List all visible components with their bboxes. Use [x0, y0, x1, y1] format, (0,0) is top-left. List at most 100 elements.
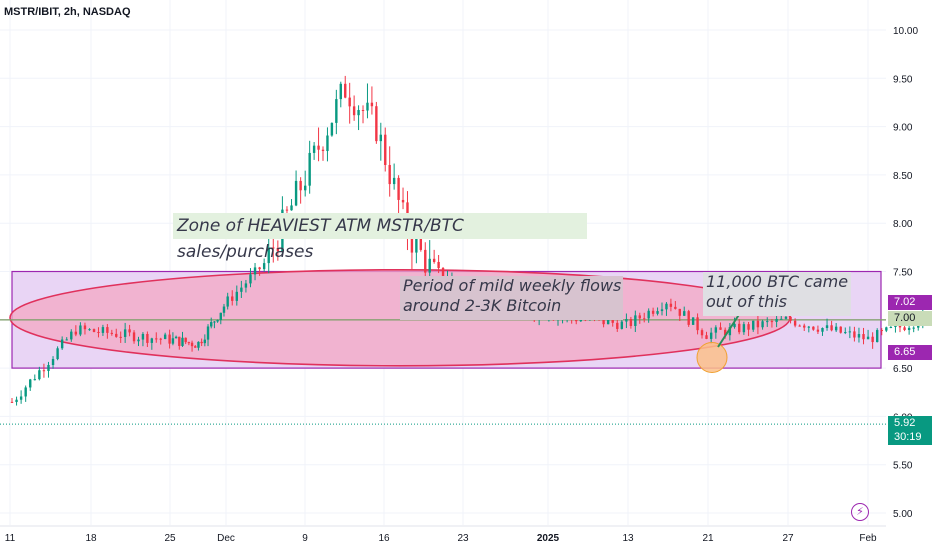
candle-body	[56, 348, 59, 360]
y-tick-label: 8.50	[893, 171, 913, 182]
candle-body	[15, 399, 18, 403]
candle-body	[137, 339, 140, 342]
candle-body	[401, 199, 405, 203]
candle-body	[616, 322, 619, 329]
candle-body	[752, 320, 755, 330]
candle-body	[119, 336, 122, 338]
x-tick-label: 9	[302, 533, 308, 544]
candle-body	[669, 303, 673, 307]
candle-body	[159, 338, 162, 340]
candle-body	[219, 312, 222, 321]
candle-body	[834, 326, 838, 331]
candle-body	[308, 152, 311, 186]
candle-body	[862, 334, 865, 340]
candle-body	[285, 209, 289, 211]
x-tick-label: 11	[5, 533, 16, 544]
candle-body	[141, 333, 145, 340]
candle-body	[696, 317, 699, 331]
candle-body	[903, 327, 906, 331]
candle-body	[29, 379, 32, 388]
candle-body	[415, 238, 418, 253]
candle-body	[714, 327, 718, 333]
candle-body	[885, 327, 888, 331]
candle-body	[723, 329, 727, 336]
candle-body	[816, 329, 820, 332]
y-tick-label: 5.00	[893, 509, 913, 520]
candle-body	[187, 342, 191, 344]
candle-body	[678, 308, 681, 316]
period-label: Period of mild weekly flows around 2-3K …	[400, 276, 623, 320]
candle-body	[839, 326, 842, 333]
candle-body	[335, 99, 338, 123]
candle-body	[352, 106, 356, 116]
last-price-tag: 5.92	[888, 416, 932, 431]
candle-body	[210, 322, 213, 327]
price-axis: 10.009.509.008.508.007.507.006.506.005.5…	[893, 26, 918, 520]
candle-body	[821, 328, 824, 332]
btc-label-line1: 11,000 BTC came	[706, 272, 849, 291]
symbol-title: MSTR/IBIT, 2h, NASDAQ	[4, 6, 131, 18]
candle-body	[197, 341, 200, 348]
candle-body	[366, 102, 369, 111]
candle-body	[262, 263, 266, 270]
y-tick-label: 6.50	[893, 364, 913, 375]
x-tick-label: 18	[85, 533, 97, 544]
candle-body	[665, 303, 668, 310]
candle-body	[432, 258, 436, 262]
candle-body	[267, 247, 270, 264]
candle-body	[579, 319, 582, 322]
candle-body	[304, 185, 307, 191]
candle-body	[602, 318, 605, 325]
candle-body	[876, 330, 879, 343]
lightning-bolt-icon[interactable]: ⚡	[851, 503, 869, 521]
x-tick-label: 2025	[537, 533, 560, 544]
candle-body	[651, 310, 655, 314]
candle-body	[132, 332, 136, 342]
candle-body	[848, 331, 852, 333]
candle-body	[825, 325, 829, 329]
candle-body	[756, 320, 760, 328]
candle-body	[83, 325, 87, 330]
y-tick-label: 10.00	[893, 26, 918, 37]
candle-body	[101, 327, 105, 333]
ma-price-tag: 7.00	[888, 311, 932, 326]
candle-body	[181, 337, 184, 346]
candle-body	[163, 334, 167, 340]
y-tick-label: 5.50	[893, 461, 913, 472]
candle-body	[253, 267, 257, 275]
candle-body	[660, 309, 664, 312]
candle-body	[150, 338, 154, 343]
candle-body	[747, 324, 750, 330]
candle-body	[907, 327, 911, 331]
candle-body	[79, 325, 82, 335]
x-tick-label: 16	[378, 533, 390, 544]
candle-body	[115, 333, 118, 337]
candle-body	[272, 247, 275, 249]
candle-body	[128, 329, 131, 333]
candle-body	[222, 306, 226, 313]
candle-body	[184, 337, 187, 343]
candle-body	[178, 336, 181, 346]
btc-arrow-line	[717, 309, 743, 348]
candle-body	[42, 370, 46, 372]
candle-body	[709, 332, 713, 339]
candle-body	[330, 122, 334, 136]
y-tick-label: 7.50	[893, 268, 913, 279]
time-axis: 11 18 25 Dec 9 16 23 2025 13 21 27 Feb	[0, 525, 886, 544]
candle-body	[361, 110, 365, 112]
x-tick-label: 25	[164, 533, 176, 544]
candle-body	[733, 323, 736, 328]
candle-body	[691, 317, 695, 325]
x-tick-label: 21	[702, 533, 714, 544]
candle-body	[326, 135, 329, 152]
candle-body	[60, 339, 64, 349]
candle-body	[299, 180, 302, 191]
candle-body	[74, 331, 78, 335]
candle-body	[880, 330, 883, 332]
candle-body	[625, 319, 628, 322]
candle-body	[766, 321, 769, 323]
candle-body	[803, 325, 806, 328]
candle-body	[276, 247, 280, 252]
candle-body	[47, 365, 50, 371]
candle-body	[312, 145, 316, 153]
